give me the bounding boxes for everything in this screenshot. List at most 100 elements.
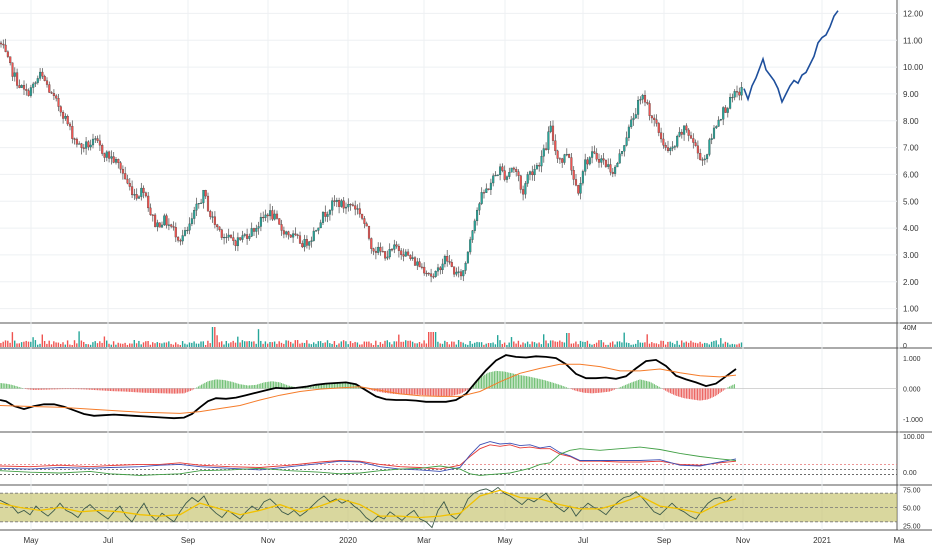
rsi-average-line — [0, 489, 737, 519]
volume-bar — [158, 342, 161, 347]
volume-bar — [296, 340, 299, 347]
volume-bar — [492, 342, 494, 347]
candle-body — [87, 141, 90, 148]
volume-bar — [329, 343, 331, 347]
candle-body — [600, 158, 603, 163]
volume-bar — [566, 333, 568, 347]
candle-body — [572, 170, 575, 180]
volume-bar — [110, 344, 112, 347]
candle-body — [542, 148, 545, 157]
volume-bar — [520, 344, 522, 347]
dmi-line — [0, 446, 737, 476]
volume-bar — [262, 343, 264, 347]
volume-bar — [271, 342, 273, 347]
candle-body — [425, 272, 428, 275]
candle-body — [354, 205, 357, 210]
candle-body — [538, 165, 541, 167]
candle-body — [510, 167, 513, 173]
candle-body — [563, 154, 566, 163]
volume-bar — [545, 340, 547, 347]
candle-body — [476, 209, 479, 222]
volume-bar — [154, 343, 156, 347]
candle-body — [554, 140, 557, 152]
volume-bar — [448, 344, 451, 347]
candle-body — [372, 248, 375, 252]
volume-bars — [0, 327, 743, 347]
candle-body — [549, 125, 552, 132]
candle-body — [82, 147, 85, 149]
candle-body — [614, 166, 617, 174]
volume-bar — [552, 340, 554, 347]
volume-bar — [704, 342, 706, 347]
candle-body — [11, 62, 14, 77]
candle-body — [55, 95, 58, 99]
candle-body — [692, 138, 695, 143]
volume-bar — [393, 341, 395, 347]
candle-body — [724, 107, 727, 113]
candle-body — [436, 267, 440, 272]
candle-body — [356, 208, 359, 210]
volume-bar — [501, 343, 503, 347]
candle-body — [190, 218, 193, 225]
volume-bar — [701, 343, 704, 347]
volume-bar — [319, 341, 322, 347]
candle-body — [183, 230, 187, 236]
candle-body — [689, 135, 693, 139]
volume-bar — [658, 344, 660, 347]
volume-bar — [618, 341, 621, 347]
candle-body — [505, 176, 509, 180]
candle-body — [236, 237, 239, 247]
candle-body — [395, 244, 398, 247]
volume-bar — [73, 340, 76, 347]
candle-body — [701, 159, 704, 161]
volume-bar — [11, 332, 14, 347]
candle-body — [248, 236, 251, 239]
volume-bar — [579, 340, 582, 347]
candle-body — [487, 188, 490, 190]
candle-body — [204, 189, 207, 197]
volume-bar — [170, 343, 172, 347]
volume-bar — [428, 332, 430, 347]
volume-bar — [20, 342, 23, 347]
volume-bar — [69, 344, 71, 347]
volume-axis-label: 40M — [903, 325, 917, 332]
candle-body — [239, 237, 242, 240]
candle-body — [715, 126, 718, 129]
candle-body — [434, 271, 437, 277]
candle-body — [101, 145, 104, 154]
x-axis-label: Sep — [181, 536, 196, 545]
candle-body — [315, 230, 318, 232]
volume-bar — [513, 341, 515, 347]
candle-body — [32, 83, 35, 88]
volume-bar — [605, 344, 607, 347]
volume-bar — [106, 340, 108, 347]
volume-bar — [308, 343, 310, 347]
candle-body — [586, 159, 589, 165]
candle-body — [604, 159, 607, 167]
candle-body — [478, 203, 481, 211]
candle-body — [89, 144, 92, 148]
volume-bar — [441, 343, 444, 347]
volume-bar — [324, 342, 326, 347]
candle-body — [519, 175, 522, 190]
candle-body — [18, 85, 21, 88]
candle-body — [216, 224, 219, 228]
volume-bar — [131, 343, 133, 347]
candle-body — [331, 200, 334, 211]
candle-body — [367, 225, 371, 239]
volume-bar — [416, 343, 418, 347]
volume-bar — [651, 342, 653, 347]
volume-bar — [598, 340, 600, 347]
candle-body — [609, 164, 612, 173]
candle-body — [273, 213, 276, 220]
volume-bar — [50, 344, 53, 347]
volume-bar — [290, 341, 292, 347]
candle-body — [347, 204, 350, 208]
candle-body — [220, 229, 223, 238]
volume-bar — [149, 344, 152, 347]
volume-bar — [646, 334, 648, 347]
rsi-axis-label: 75.00 — [903, 488, 921, 495]
volume-bar — [446, 341, 448, 347]
price-axis-label: 9.00 — [903, 90, 919, 99]
